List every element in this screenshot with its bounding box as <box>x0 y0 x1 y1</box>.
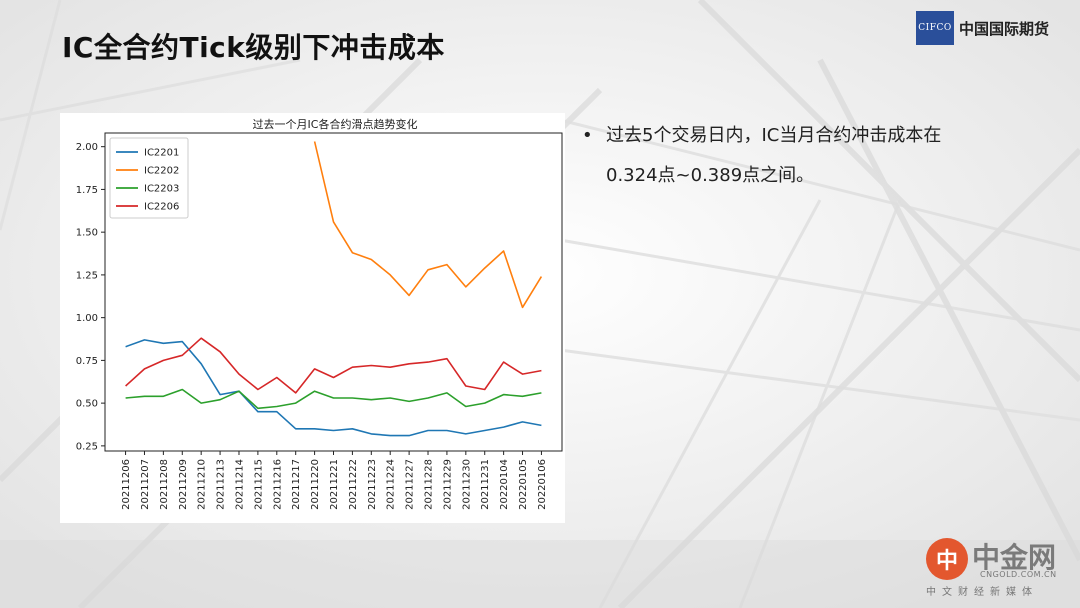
watermark-name: 中金网 <box>972 541 1057 574</box>
series-line-ic2206 <box>125 337 542 394</box>
chart-title: 过去一个月IC各合约滑点趋势变化 <box>253 117 418 131</box>
bullet-marker: • <box>582 125 593 146</box>
x-tick-label: 20211231 <box>480 459 491 510</box>
x-tick-label: 20211221 <box>329 459 340 510</box>
x-tick-label: 20211217 <box>291 459 302 510</box>
x-axis: 20211206 20211207 20211208 20211209 20211210… <box>121 451 548 510</box>
legend-label-ic2203: IC2203 <box>144 184 179 195</box>
y-tick-label: 1.50 <box>76 228 98 239</box>
chart-panel: 过去一个月IC各合约滑点趋势变化 0.25 0.50 0.75 1.00 1.25 1.5… <box>60 113 565 523</box>
cngold-watermark: 中 中金网 CNGOLD.COM.CN 中文财经新媒体 <box>926 536 1066 602</box>
x-tick-label: 20211213 <box>216 459 227 510</box>
y-tick-label: 2.00 <box>76 142 98 153</box>
x-tick-label: 20211214 <box>234 459 245 510</box>
y-tick-label: 1.25 <box>76 270 98 281</box>
y-tick-label: 0.50 <box>76 399 98 410</box>
legend-box <box>109 137 189 219</box>
x-tick-label: 20211230 <box>461 459 472 510</box>
x-tick-label: 20211215 <box>253 459 264 510</box>
legend-label-ic2206: IC2206 <box>144 202 179 213</box>
series-layer <box>125 141 543 437</box>
y-tick-label: 1.00 <box>76 313 98 324</box>
company-logo: CIFCO 中国国际期货 <box>916 10 1049 46</box>
bullet-line-2: 0.324点~0.389点之间。 <box>606 165 815 186</box>
line-chart: 过去一个月IC各合约滑点趋势变化 0.25 0.50 0.75 1.00 1.25 1.5… <box>76 117 563 510</box>
watermark-subtitle: 中文财经新媒体 <box>926 587 1038 598</box>
y-axis: 0.25 0.50 0.75 1.00 1.25 1.50 1.75 2.00 <box>76 142 105 452</box>
x-tick-label: 20211222 <box>348 459 359 510</box>
bullet-list: • 过去5个交易日内，IC当月合约冲击成本在 0.324点~0.389点之间。 <box>582 116 1042 196</box>
x-tick-label: 20220104 <box>499 459 510 510</box>
slide-title: IC全合约Tick级别下冲击成本 <box>62 31 445 64</box>
legend-label-ic2202: IC2202 <box>144 166 179 177</box>
x-tick-label: 20211228 <box>424 459 435 510</box>
x-tick-label: 20211223 <box>367 459 378 510</box>
y-tick-label: 1.75 <box>76 185 98 196</box>
x-tick-label: 20211207 <box>140 459 151 510</box>
logo-name: 中国国际期货 <box>959 19 1050 38</box>
x-tick-label: 20211210 <box>197 459 208 510</box>
x-tick-label: 20220105 <box>518 459 529 510</box>
x-tick-label: 20211227 <box>405 459 416 510</box>
x-tick-label: 20211208 <box>159 459 170 510</box>
watermark-logo-icon: 中 <box>926 538 968 580</box>
y-tick-label: 0.75 <box>76 356 98 367</box>
x-tick-label: 20211229 <box>442 459 453 510</box>
x-tick-label: 20211209 <box>178 459 189 510</box>
x-tick-label: 20211216 <box>272 459 283 510</box>
logo-mark: CIFCO <box>916 11 954 45</box>
x-tick-label: 20211206 <box>121 459 132 510</box>
series-line-ic2203 <box>125 388 542 410</box>
bullet-line-1: 过去5个交易日内，IC当月合约冲击成本在 <box>606 125 942 146</box>
x-tick-label: 20211224 <box>386 459 397 510</box>
y-tick-label: 0.25 <box>76 441 98 452</box>
series-line-ic2201 <box>125 339 542 437</box>
legend-label-ic2201: IC2201 <box>144 148 179 159</box>
legend: IC2201 IC2202 IC2203 IC2206 <box>109 137 189 219</box>
x-tick-label: 20211220 <box>310 459 321 510</box>
x-tick-label: 20220106 <box>537 459 548 510</box>
series-line-ic2202 <box>313 141 543 309</box>
watermark-url: CNGOLD.COM.CN <box>980 570 1057 579</box>
